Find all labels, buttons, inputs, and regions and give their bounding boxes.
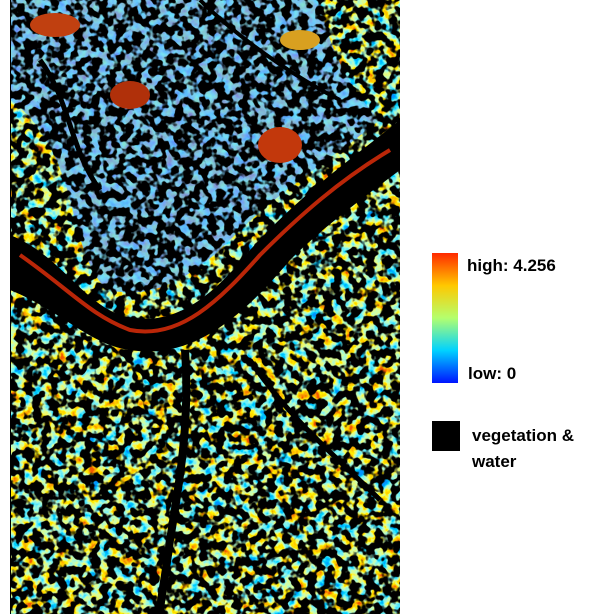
legend-high: high: 4.256 bbox=[467, 253, 556, 279]
raster bbox=[10, 0, 400, 614]
map bbox=[0, 0, 615, 614]
legend-colorbar bbox=[432, 253, 458, 383]
legend-mask-swatch bbox=[432, 421, 460, 451]
page: high: 4.256 low: 0 vegetation & water ((… bbox=[0, 0, 615, 614]
legend-low: low: 0 bbox=[468, 361, 516, 387]
legend-mask-label: vegetation & water bbox=[472, 423, 592, 475]
